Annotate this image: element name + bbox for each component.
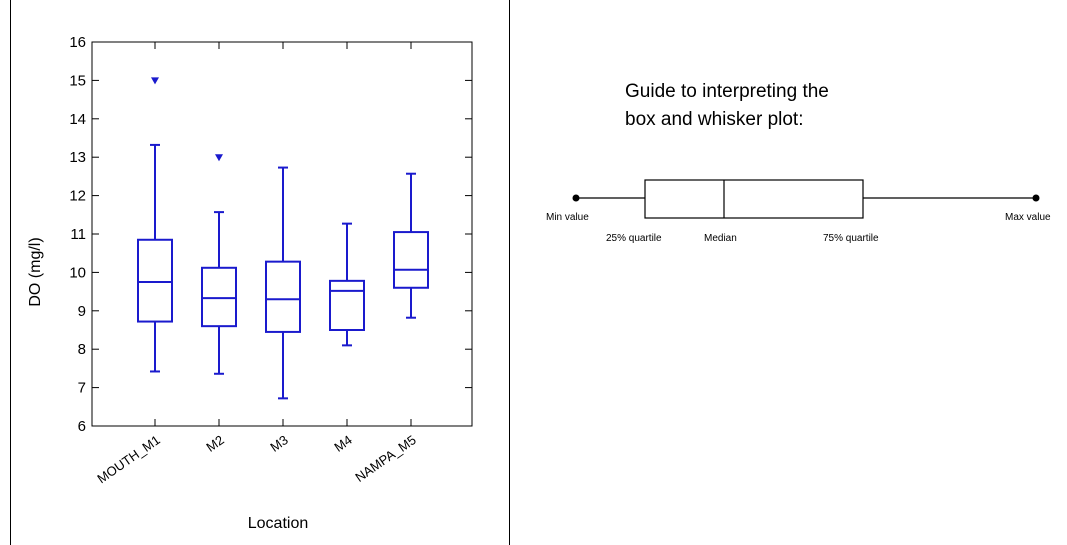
x-tick-label: NAMPA_M5 <box>352 432 418 485</box>
x-axis-label: Location <box>248 515 309 532</box>
box-M2 <box>201 154 237 375</box>
y-tick-label: 11 <box>70 226 86 243</box>
y-axis-label: DO (mg/l) <box>27 237 44 306</box>
y-tick-label: 13 <box>69 149 86 166</box>
y-tick-label: 7 <box>78 380 86 397</box>
y-tick-label: 14 <box>69 111 86 128</box>
guide-q3-label: 75% quartile <box>823 233 879 244</box>
y-tick-label: 15 <box>69 72 86 89</box>
outlier-marker <box>151 77 159 85</box>
x-tick-label: M2 <box>203 432 226 455</box>
guide-max-label: Max value <box>1005 212 1051 223</box>
box-M3 <box>265 166 301 400</box>
y-tick-label: 8 <box>78 341 86 358</box>
y-tick-label: 10 <box>69 264 86 281</box>
guide-median-label: Median <box>704 233 737 244</box>
y-tick-label: 12 <box>69 188 86 205</box>
y-tick-label: 6 <box>78 418 86 435</box>
iqr-box <box>265 260 301 333</box>
x-tick-label: M3 <box>267 432 290 455</box>
box-M4 <box>329 222 365 347</box>
guide-max-dot <box>1032 194 1040 202</box>
x-tick-label: MOUTH_M1 <box>94 432 162 486</box>
guide-title-line1: Guide to interpreting the <box>625 81 829 102</box>
box-plot-chart: 6 7 8 9 10 11 12 13 14 15 16 MOUTH_M1 M2 M3 M4NAMPA_M5… <box>27 34 473 532</box>
box-NAMPA_M5 <box>393 172 429 319</box>
iqr-box <box>329 279 365 331</box>
guide-min-dot <box>572 194 580 202</box>
iqr-box <box>137 238 173 323</box>
y-tick-label: 9 <box>78 303 86 320</box>
box-MOUTH_M1 <box>137 77 173 373</box>
guide-min-label: Min value <box>546 212 589 223</box>
guide-box <box>644 179 864 219</box>
chart-frame <box>10 0 510 545</box>
y-tick-label: 16 <box>69 34 86 51</box>
guide-title-line2: box and whisker plot: <box>625 109 804 130</box>
iqr-box <box>201 266 237 328</box>
iqr-box <box>393 231 429 289</box>
outlier-marker <box>215 154 223 162</box>
guide-title: Guide to interpreting the box and whiske… <box>625 78 829 134</box>
x-tick-label: M4 <box>331 432 354 455</box>
guide-q1-label: 25% quartile <box>606 233 662 244</box>
